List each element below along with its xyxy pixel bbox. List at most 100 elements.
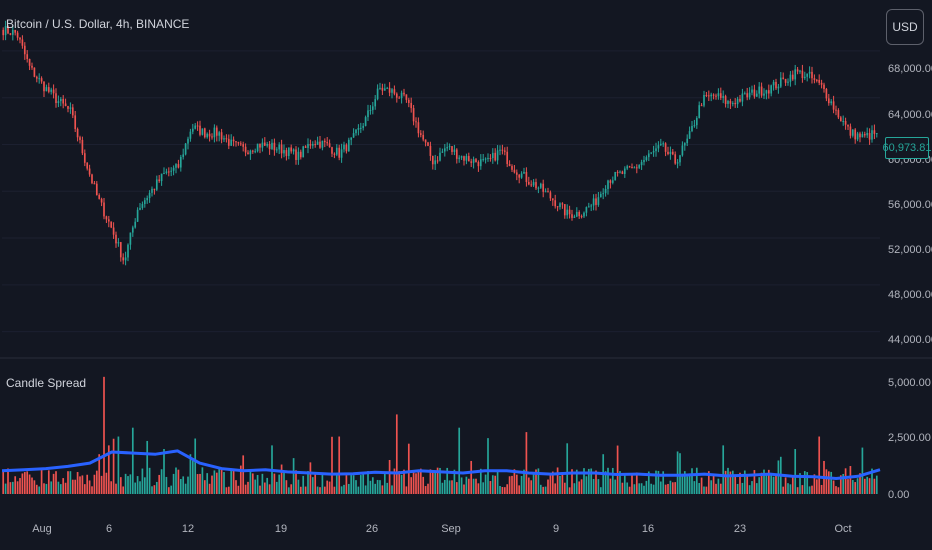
- symbol-title[interactable]: Bitcoin / U.S. Dollar, 4h, BINANCE: [6, 17, 190, 31]
- candle-body: [722, 96, 725, 98]
- candle-body: [731, 102, 734, 104]
- candle-body: [2, 29, 5, 36]
- spread-bar: [688, 473, 691, 494]
- candle-body: [446, 147, 449, 149]
- candle-body: [734, 102, 737, 105]
- candle-body: [707, 95, 710, 97]
- spread-bar: [561, 472, 564, 494]
- indicator-axis[interactable]: 5,000.00 2,500.00 0.00: [888, 377, 931, 501]
- candle-body: [184, 143, 187, 155]
- spread-bar: [429, 469, 432, 494]
- currency-button[interactable]: USD: [886, 9, 924, 45]
- candle-body: [148, 192, 151, 199]
- candle-body: [746, 93, 749, 98]
- spread-bar: [511, 475, 513, 494]
- spread-bar: [237, 485, 240, 494]
- candle-body: [861, 134, 864, 138]
- candle-body: [283, 150, 285, 154]
- candle-body: [35, 76, 38, 79]
- candle-body: [191, 128, 194, 132]
- spread-bar: [453, 469, 456, 494]
- candle-body: [81, 139, 84, 154]
- candle-body: [247, 152, 249, 155]
- candle-body: [575, 211, 578, 217]
- candle-body: [561, 203, 564, 205]
- time-axis[interactable]: Aug 6 12 19 26 Sep 9 16 23 Oct: [32, 523, 851, 535]
- spread-bar: [573, 483, 576, 494]
- spread-bar: [854, 482, 857, 494]
- spread-bar: [875, 475, 878, 494]
- candle-body: [263, 142, 266, 146]
- spread-bar: [307, 471, 309, 494]
- indicator-title[interactable]: Candle Spread: [6, 376, 87, 390]
- spread-bar: [770, 474, 773, 494]
- spread-bar: [235, 480, 237, 494]
- candle-body: [830, 101, 833, 104]
- spread-bar: [501, 486, 504, 494]
- spread-bar: [518, 485, 521, 494]
- spread-bar: [830, 471, 833, 494]
- spread-bar: [731, 470, 734, 494]
- spread-bar: [400, 474, 403, 494]
- candle-body: [765, 90, 768, 94]
- candle-body: [355, 129, 357, 134]
- candle-body: [621, 171, 624, 174]
- candle-body: [225, 138, 228, 140]
- candle-body: [52, 89, 55, 94]
- candle-body: [770, 85, 773, 94]
- candle-body: [304, 146, 307, 148]
- spread-bar: [621, 482, 624, 494]
- candle-body: [79, 137, 81, 140]
- candle-body: [328, 143, 331, 148]
- candle-body: [367, 110, 369, 118]
- spread-bar: [633, 484, 636, 494]
- candle-body: [74, 115, 77, 129]
- spread-bar: [772, 476, 775, 494]
- candle-body: [167, 171, 170, 173]
- candle-body: [782, 77, 785, 79]
- candle-body: [482, 159, 485, 161]
- candle-body: [369, 110, 372, 112]
- time-axis-tick: 26: [366, 523, 378, 535]
- candle-body: [249, 150, 252, 155]
- spread-bar: [191, 460, 194, 494]
- spread-bar: [616, 445, 619, 494]
- candle-body: [124, 257, 127, 261]
- spread-bar: [515, 474, 518, 494]
- candle-body: [758, 86, 761, 94]
- candle-body: [748, 92, 751, 98]
- spread-bar: [74, 479, 77, 494]
- spread-bar: [21, 473, 24, 494]
- candle-body: [151, 188, 153, 193]
- candle-body: [796, 69, 799, 72]
- candle-body: [513, 169, 516, 173]
- spread-bar: [407, 443, 410, 494]
- candle-body: [479, 159, 482, 167]
- candlestick-series[interactable]: [2, 20, 878, 266]
- candle-body: [643, 159, 645, 163]
- spread-bar: [105, 472, 108, 494]
- spread-bar: [530, 480, 533, 494]
- candle-body: [820, 82, 823, 85]
- spread-bar: [136, 476, 139, 494]
- spread-bar: [700, 477, 703, 494]
- candle-body: [835, 109, 837, 111]
- spread-bar: [374, 483, 377, 494]
- spread-bar: [626, 482, 629, 494]
- candle-body: [50, 89, 53, 92]
- spread-bar: [638, 483, 641, 494]
- candle-body: [700, 105, 703, 107]
- candle-body: [842, 121, 845, 123]
- spread-bar: [143, 477, 146, 494]
- spread-bar: [98, 454, 101, 494]
- spread-bar: [203, 480, 206, 494]
- spread-bar: [160, 469, 163, 494]
- candle-body: [494, 152, 497, 161]
- spread-bar: [635, 472, 638, 494]
- candle-body: [364, 117, 367, 126]
- spread-bar: [547, 479, 549, 494]
- candle-body: [515, 172, 518, 175]
- candle-body: [155, 179, 158, 190]
- candle-body: [568, 209, 571, 215]
